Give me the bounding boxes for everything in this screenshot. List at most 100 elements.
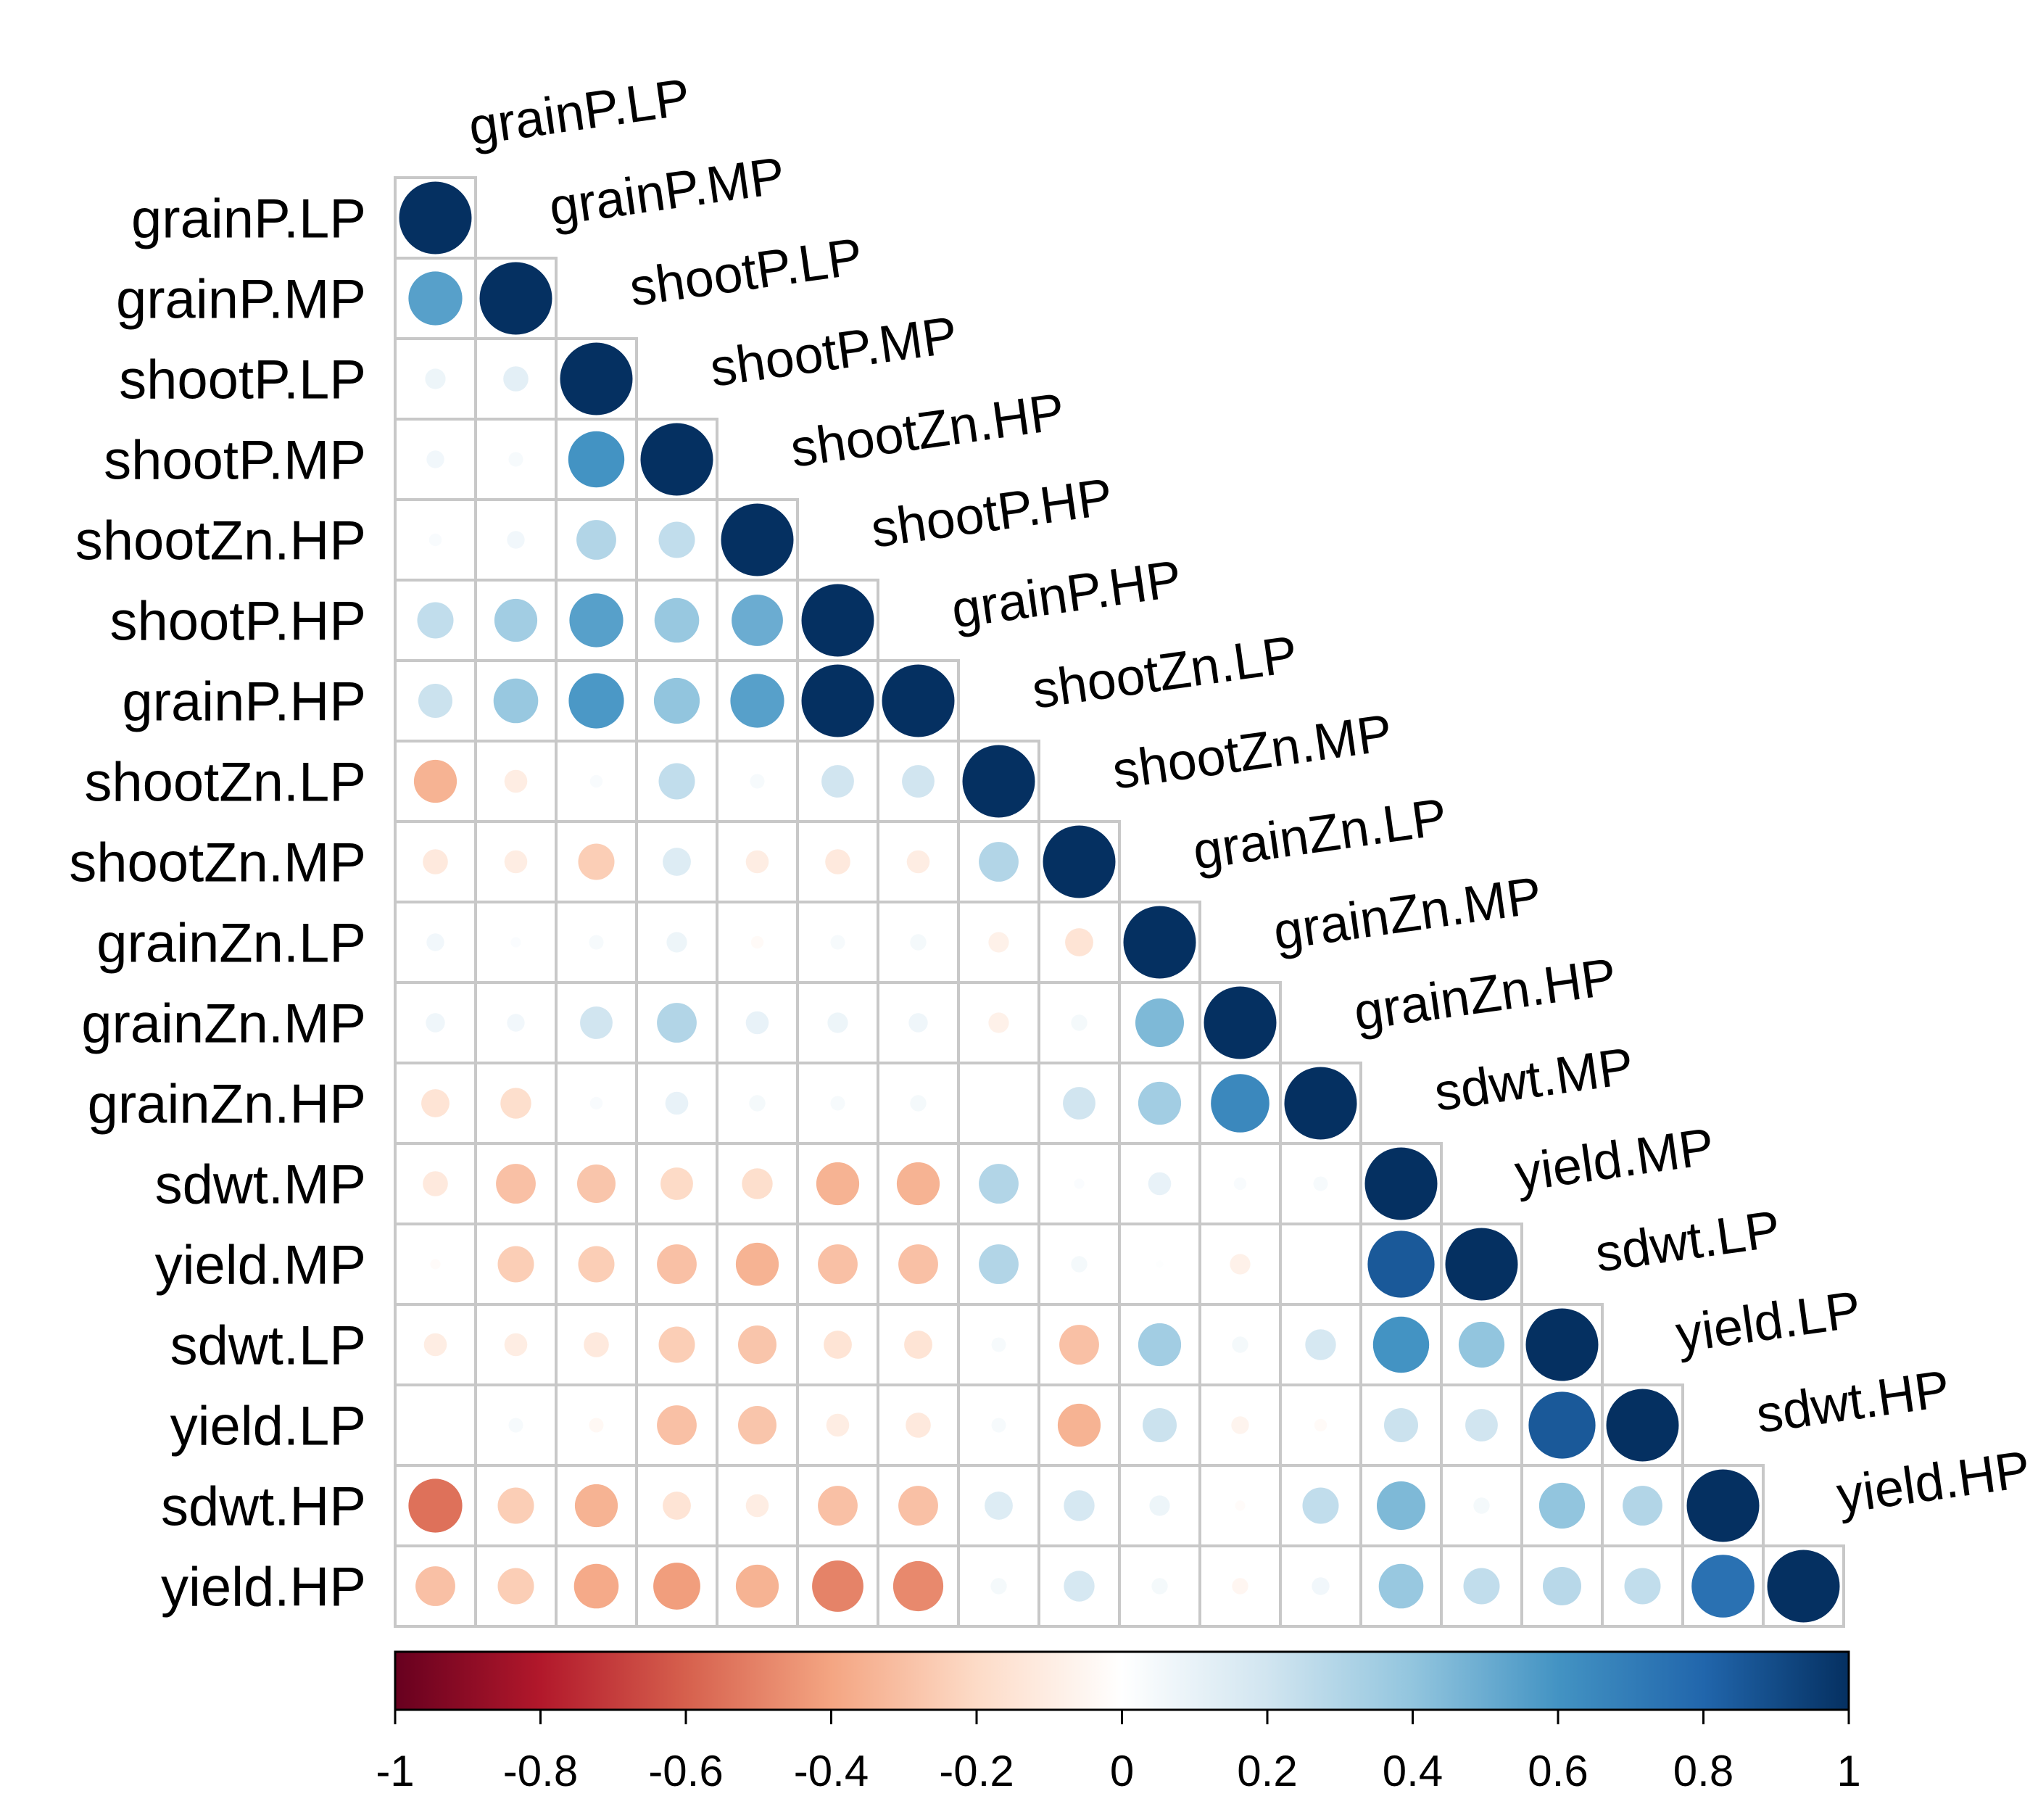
- correlation-circle-yield.MP-shootZn.HP: [735, 1242, 779, 1286]
- correlation-circle-yield.HP-grainZn.HP: [1312, 1577, 1330, 1595]
- correlation-circle-grainZn.HP-grainP.HP: [910, 1095, 927, 1112]
- correlation-circle-yield.HP-shootP.MP: [653, 1563, 700, 1610]
- correlation-circle-grainZn.MP-grainP.LP: [426, 1013, 445, 1033]
- correlation-circle-shootP.HP-shootP.LP: [569, 593, 624, 648]
- correlation-circle-yield.HP-grainP.MP: [497, 1568, 534, 1605]
- correlation-circle-grainZn.MP-shootZn.MP: [1071, 1014, 1088, 1031]
- correlation-circle-grainZn.HP-grainZn.MP: [1211, 1074, 1269, 1133]
- correlation-circle-shootP.MP-grainP.MP: [508, 452, 523, 467]
- correlation-circle-yield.HP-shootZn.MP: [1064, 1571, 1095, 1602]
- column-label: grainZn.HP: [1351, 948, 1620, 1042]
- correlation-circle-grainZn.MP-shootZn.LP: [988, 1012, 1009, 1033]
- row-label: grainZn.LP: [96, 913, 366, 975]
- correlation-circle-shootP.MP-shootP.MP: [640, 423, 713, 496]
- correlation-circle-grainZn.LP-shootP.MP: [666, 932, 687, 953]
- correlation-circle-yield.MP-shootP.MP: [657, 1244, 697, 1284]
- correlation-circle-shootZn.MP-shootP.HP: [825, 849, 850, 874]
- correlation-circle-sdwt.MP-shootP.HP: [816, 1162, 860, 1206]
- correlation-circle-shootZn.LP-shootP.HP: [821, 765, 854, 798]
- correlation-circle-grainZn.MP-shootP.HP: [827, 1012, 848, 1033]
- correlation-circle-sdwt.HP-shootP.MP: [663, 1492, 691, 1520]
- row-label: yield.MP: [155, 1235, 366, 1296]
- column-label: shootP.LP: [626, 228, 866, 318]
- correlation-circle-shootZn.MP-shootZn.HP: [745, 850, 769, 874]
- correlation-circle-sdwt.LP-sdwt.MP: [1372, 1316, 1430, 1373]
- row-label: yield.HP: [161, 1557, 366, 1618]
- column-label: yield.HP: [1834, 1440, 2034, 1525]
- correlation-circle-yield.LP-yield.LP: [1606, 1389, 1679, 1462]
- correlation-circle-yield.LP-shootZn.HP: [738, 1406, 776, 1444]
- correlation-circle-shootP.HP-grainP.MP: [494, 598, 538, 642]
- correlation-circle-yield.HP-yield.HP: [1767, 1550, 1840, 1623]
- correlation-circle-yield.HP-shootZn.LP: [990, 1578, 1007, 1594]
- correlation-circle-grainP.MP-grainP.LP: [408, 271, 463, 326]
- correlation-circle-yield.MP-shootP.LP: [578, 1246, 615, 1283]
- correlation-circle-shootZn.LP-shootP.LP: [589, 774, 603, 788]
- colorbar-tick-label: -1: [376, 1747, 414, 1795]
- correlation-circle-shootZn.HP-grainP.LP: [428, 533, 442, 547]
- correlation-circle-yield.LP-shootP.LP: [589, 1418, 604, 1433]
- correlation-circle-shootZn.HP-shootZn.HP: [721, 503, 794, 576]
- column-labels: grainP.LPgrainP.MPshootP.LPshootP.MPshoo…: [465, 68, 2034, 1525]
- correlation-circle-yield.MP-shootP.HP: [818, 1244, 858, 1284]
- correlation-circle-shootZn.MP-shootP.LP: [578, 843, 615, 880]
- correlation-circle-grainZn.LP-shootZn.HP: [750, 935, 764, 949]
- colorbar-tick-label: 0.2: [1237, 1747, 1297, 1795]
- correlation-circle-sdwt.LP-grainP.LP: [423, 1333, 447, 1357]
- colorbar-ticks: -1 -0.8 -0.6 -0.4 -0.2 0 0.2 0.4 0.6 0.8 1: [376, 1710, 1861, 1795]
- colorbar-tick-label: 0.8: [1673, 1747, 1733, 1795]
- correlation-circle-sdwt.HP-grainZn.HP: [1302, 1487, 1339, 1524]
- correlation-circle-yield.HP-yield.LP: [1624, 1568, 1661, 1605]
- correlation-circle-shootP.LP-shootP.LP: [560, 342, 633, 415]
- colorbar-tick-label: -0.4: [794, 1747, 869, 1795]
- row-label: grainZn.MP: [81, 993, 366, 1055]
- correlation-circle-sdwt.HP-grainZn.LP: [1149, 1495, 1170, 1516]
- correlation-circle-sdwt.LP-grainZn.LP: [1138, 1323, 1182, 1367]
- correlation-circle-yield.MP-grainZn.MP: [1230, 1254, 1251, 1275]
- correlation-circle-sdwt.LP-grainZn.MP: [1232, 1336, 1248, 1353]
- correlation-circle-sdwt.MP-grainP.LP: [423, 1171, 448, 1196]
- correlation-circles: [399, 181, 1840, 1623]
- colorbar-tick-label: -0.6: [648, 1747, 723, 1795]
- correlation-circle-sdwt.HP-grainP.MP: [497, 1487, 534, 1524]
- correlation-circle-sdwt.MP-shootP.MP: [660, 1167, 693, 1200]
- correlation-circle-sdwt.LP-yield.MP: [1458, 1321, 1505, 1368]
- correlation-circle-grainZn.HP-grainP.LP: [421, 1089, 450, 1117]
- correlation-circle-shootZn.LP-grainP.HP: [902, 765, 935, 798]
- correlation-circle-shootZn.HP-grainP.MP: [507, 531, 525, 549]
- column-label: shootZn.HP: [787, 383, 1069, 479]
- correlation-circle-shootZn.LP-grainP.MP: [504, 769, 528, 793]
- correlation-circle-grainZn.HP-grainZn.HP: [1284, 1067, 1357, 1140]
- correlation-circle-sdwt.HP-shootP.LP: [574, 1484, 618, 1528]
- correlation-circle-shootZn.LP-grainP.LP: [413, 759, 457, 803]
- correlation-circle-sdwt.MP-shootZn.HP: [742, 1168, 773, 1199]
- correlation-circle-sdwt.MP-shootP.LP: [577, 1165, 616, 1203]
- column-label: grainP.HP: [948, 550, 1185, 640]
- correlation-circle-sdwt.LP-grainP.MP: [504, 1333, 528, 1357]
- row-label: sdwt.HP: [161, 1476, 366, 1538]
- correlation-circle-shootZn.MP-shootZn.MP: [1043, 825, 1116, 898]
- row-label: grainP.HP: [122, 671, 366, 733]
- correlation-circle-sdwt.HP-grainZn.MP: [1235, 1500, 1246, 1511]
- correlation-circle-yield.HP-grainZn.LP: [1151, 1578, 1168, 1594]
- correlation-circle-grainP.HP-shootZn.HP: [730, 674, 784, 728]
- correlation-circle-sdwt.MP-grainP.MP: [496, 1164, 536, 1204]
- correlation-circle-grainP.HP-grainP.HP: [882, 664, 955, 737]
- colorbar: [394, 1650, 1850, 1711]
- correlation-circle-sdwt.MP-sdwt.MP: [1364, 1147, 1438, 1220]
- matrix-cell: [957, 1062, 1040, 1145]
- correlation-circle-shootZn.MP-shootZn.LP: [979, 842, 1019, 882]
- correlation-circle-grainP.HP-grainP.MP: [493, 678, 539, 724]
- correlation-circle-shootZn.MP-grainP.LP: [423, 849, 448, 874]
- column-label: shootP.MP: [707, 306, 961, 398]
- correlation-circle-grainZn.MP-shootP.MP: [657, 1003, 697, 1043]
- correlation-circle-grainZn.HP-shootZn.MP: [1063, 1087, 1095, 1120]
- correlation-circle-sdwt.HP-grainP.HP: [898, 1486, 938, 1526]
- row-label: grainP.LP: [131, 189, 366, 250]
- correlation-circle-yield.HP-shootP.LP: [573, 1563, 619, 1609]
- column-label: grainP.LP: [465, 68, 694, 157]
- correlation-circle-yield.LP-sdwt.LP: [1528, 1391, 1596, 1459]
- correlation-circle-grainZn.HP-shootP.HP: [830, 1096, 845, 1111]
- correlation-circle-yield.MP-shootZn.LP: [979, 1244, 1019, 1284]
